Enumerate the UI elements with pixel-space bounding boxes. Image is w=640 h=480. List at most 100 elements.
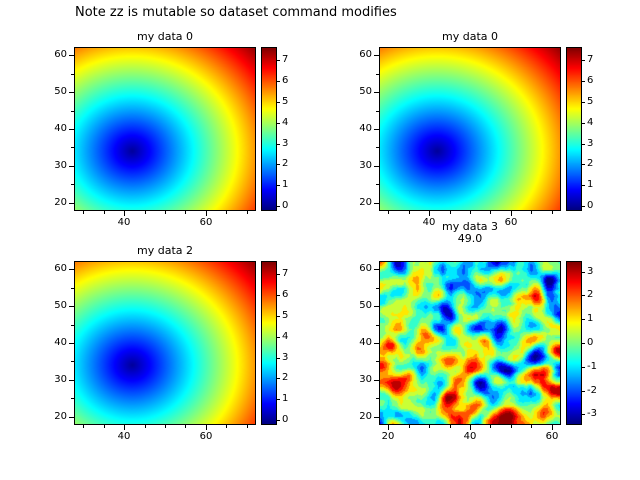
y-tick-label: 20 [54,197,67,208]
colorbar-tick-label: 3 [282,138,289,149]
y-tick-label: 50 [359,86,372,97]
y-tick-label: 40 [359,337,372,348]
colorbar-tick-label: 0 [587,200,594,211]
y-tick-label: 40 [359,123,372,134]
x-minor-tick-mark [104,425,105,428]
colorbar-tick-label: 5 [282,310,289,321]
y-minor-tick-mark [71,288,74,289]
y-tick-mark [374,129,379,130]
y-tick-mark [69,166,74,167]
y-tick-mark [374,417,379,418]
y-tick-label: 60 [359,49,372,60]
y-tick-label: 30 [54,160,67,171]
y-tick-mark [374,92,379,93]
x-minor-tick-mark [409,425,410,428]
x-minor-tick-mark [450,425,451,428]
x-minor-tick-mark [165,425,166,428]
x-tick-mark [206,425,207,430]
colorbar-tick-mark [582,391,585,392]
x-tick-label: 40 [117,217,131,228]
x-minor-tick-mark [490,211,491,214]
x-tick-label: 40 [422,217,436,228]
colorbar-tick-mark [582,367,585,368]
x-minor-tick-mark [185,211,186,214]
y-tick-mark [374,343,379,344]
x-minor-tick-mark [490,425,491,428]
y-tick-mark [69,306,74,307]
y-tick-mark [69,203,74,204]
heatmap-canvas-0 [74,47,256,211]
colorbar-tick-label: 3 [587,266,594,277]
x-minor-tick-mark [83,211,84,214]
x-minor-tick-mark [450,211,451,214]
y-tick-mark [374,306,379,307]
heatmap-canvas-2 [74,261,256,425]
y-minor-tick-mark [71,325,74,326]
y-tick-mark [374,269,379,270]
y-tick-mark [69,343,74,344]
x-tick-mark [388,425,389,430]
colorbar-tick-mark [277,399,280,400]
colorbar-tick-label: 6 [282,75,289,86]
colorbar-tick-label: 6 [282,289,289,300]
colorbar-tick-label: 0 [282,200,289,211]
y-tick-label: 30 [359,374,372,385]
y-tick-mark [69,55,74,56]
colorbar-tick-label: 4 [282,117,289,128]
colorbar-canvas-3 [566,261,582,425]
colorbar-tick-label: 1 [587,179,594,190]
colorbar-tick-label: 6 [587,75,594,86]
subplot-0-title: my data 0 [137,30,193,43]
colorbar-tick-label: 3 [282,352,289,363]
y-minor-tick-mark [376,398,379,399]
y-tick-mark [374,380,379,381]
colorbar-canvas-1 [566,47,582,211]
colorbar-tick-label: -1 [587,361,597,372]
colorbar-tick-mark [582,102,585,103]
colorbar-tick-label: 0 [282,414,289,425]
x-tick-label: 60 [199,217,213,228]
x-minor-tick-mark [226,425,227,428]
colorbar-tick-label: 1 [587,313,594,324]
y-tick-label: 30 [359,160,372,171]
colorbar-tick-mark [277,378,280,379]
y-tick-label: 20 [54,411,67,422]
subplot-3-subtitle: 49.0 [457,232,483,245]
x-minor-tick-mark [511,425,512,428]
y-tick-mark [374,55,379,56]
y-tick-label: 50 [54,300,67,311]
x-minor-tick-mark [145,425,146,428]
y-minor-tick-mark [376,288,379,289]
colorbar-tick-mark [277,295,280,296]
colorbar-tick-label: 1 [282,393,289,404]
y-tick-label: 20 [359,197,372,208]
y-tick-label: 60 [54,49,67,60]
colorbar-tick-mark [277,316,280,317]
colorbar-tick-mark [582,343,585,344]
colorbar-tick-mark [277,337,280,338]
colorbar-tick-label: 5 [282,96,289,107]
subplot-2-title: my data 2 [137,244,193,257]
x-tick-mark [206,211,207,216]
colorbar-tick-mark [582,60,585,61]
colorbar-tick-label: 4 [282,331,289,342]
y-tick-label: 50 [359,300,372,311]
colorbar-tick-label: -2 [587,385,597,396]
colorbar-tick-label: 5 [587,96,594,107]
colorbar-tick-label: 0 [587,337,594,348]
y-tick-label: 40 [54,123,67,134]
y-minor-tick-mark [71,184,74,185]
colorbar-tick-mark [277,274,280,275]
colorbar-tick-mark [582,414,585,415]
subplot-1-title: my data 0 [442,30,498,43]
y-tick-label: 20 [359,411,372,422]
y-minor-tick-mark [71,398,74,399]
x-tick-label: 60 [199,431,213,442]
colorbar-tick-label: 4 [587,117,594,128]
colorbar-tick-mark [277,81,280,82]
x-tick-mark [470,425,471,430]
colorbar-tick-mark [277,185,280,186]
x-minor-tick-mark [552,211,553,214]
x-tick-label: 40 [463,431,477,442]
colorbar-tick-mark [277,206,280,207]
